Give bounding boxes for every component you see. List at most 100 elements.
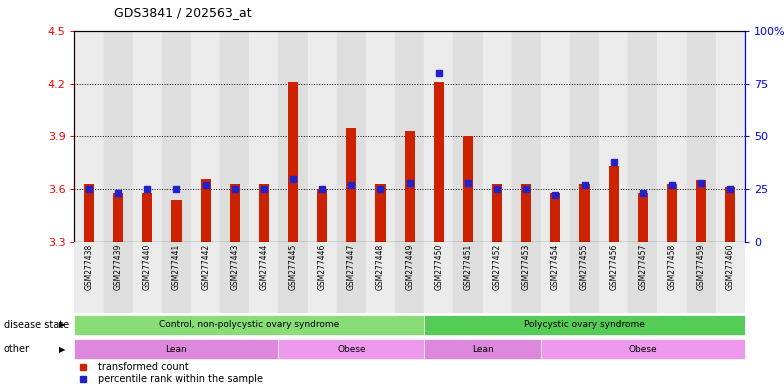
Text: GSM277444: GSM277444: [260, 244, 268, 290]
Bar: [132, 242, 162, 313]
Bar: [220, 242, 249, 313]
Bar: [220, 31, 249, 242]
Text: GSM277443: GSM277443: [230, 244, 239, 290]
Bar: [696, 180, 706, 242]
Text: GSM277456: GSM277456: [609, 244, 618, 290]
Text: GSM277440: GSM277440: [143, 244, 152, 290]
Bar: [512, 31, 541, 242]
Text: GSM277460: GSM277460: [726, 244, 735, 290]
Bar: [395, 31, 424, 242]
Bar: [162, 242, 191, 313]
Text: GSM277459: GSM277459: [696, 244, 706, 290]
Bar: [103, 242, 132, 313]
Bar: [307, 31, 337, 242]
Text: GSM277449: GSM277449: [405, 244, 414, 290]
Text: GSM277447: GSM277447: [347, 244, 356, 290]
Bar: [201, 179, 211, 242]
Text: GSM277446: GSM277446: [318, 244, 327, 290]
Bar: [424, 314, 745, 335]
Bar: [249, 31, 278, 242]
Bar: [687, 31, 716, 242]
Text: GSM277445: GSM277445: [289, 244, 298, 290]
Bar: [376, 184, 386, 242]
Bar: [395, 242, 424, 313]
Text: GSM277451: GSM277451: [463, 244, 473, 290]
Bar: [288, 82, 298, 242]
Bar: [191, 31, 220, 242]
Text: Obese: Obese: [337, 344, 365, 354]
Bar: [337, 242, 366, 313]
Bar: [716, 31, 745, 242]
Bar: [541, 339, 745, 359]
Bar: [337, 31, 366, 242]
Text: percentile rank within the sample: percentile rank within the sample: [98, 374, 263, 384]
Text: GSM277450: GSM277450: [434, 244, 443, 290]
Text: GDS3841 / 202563_at: GDS3841 / 202563_at: [114, 6, 252, 19]
Bar: [132, 31, 162, 242]
Text: GSM277457: GSM277457: [638, 244, 648, 290]
Bar: [599, 242, 628, 313]
Bar: [521, 184, 532, 242]
Bar: [512, 242, 541, 313]
Bar: [453, 242, 482, 313]
Bar: [463, 136, 473, 242]
Bar: [424, 242, 453, 313]
Bar: [550, 193, 561, 242]
Bar: [725, 187, 735, 242]
Text: Lean: Lean: [472, 344, 493, 354]
Bar: [278, 242, 307, 313]
Bar: [307, 242, 337, 313]
Bar: [657, 242, 687, 313]
Bar: [482, 31, 512, 242]
Bar: [541, 31, 570, 242]
Text: other: other: [4, 344, 30, 354]
Text: transformed count: transformed count: [98, 362, 189, 372]
Bar: [74, 314, 424, 335]
Bar: [637, 193, 648, 242]
Bar: [74, 31, 103, 242]
Bar: [657, 31, 687, 242]
Bar: [162, 31, 191, 242]
Bar: [249, 242, 278, 313]
Text: disease state: disease state: [4, 320, 69, 330]
Bar: [608, 166, 619, 242]
Bar: [579, 184, 590, 242]
Text: GSM277438: GSM277438: [85, 244, 93, 290]
Bar: [366, 31, 395, 242]
Bar: [317, 189, 327, 242]
Bar: [142, 193, 152, 242]
Bar: [259, 184, 269, 242]
Text: GSM277455: GSM277455: [580, 244, 589, 290]
Bar: [278, 31, 307, 242]
Bar: [687, 242, 716, 313]
Bar: [453, 31, 482, 242]
Bar: [628, 242, 657, 313]
Bar: [84, 184, 94, 242]
Text: ▶: ▶: [59, 320, 65, 329]
Text: GSM277458: GSM277458: [667, 244, 677, 290]
Bar: [628, 31, 657, 242]
Bar: [434, 82, 444, 242]
Bar: [103, 31, 132, 242]
Bar: [191, 242, 220, 313]
Bar: [113, 193, 123, 242]
Bar: [424, 31, 453, 242]
Bar: [541, 242, 570, 313]
Bar: [424, 339, 541, 359]
Text: GSM277454: GSM277454: [551, 244, 560, 290]
Bar: [570, 242, 599, 313]
Bar: [492, 184, 503, 242]
Bar: [405, 131, 415, 242]
Text: GSM277439: GSM277439: [114, 244, 123, 290]
Text: Obese: Obese: [629, 344, 657, 354]
Text: Lean: Lean: [165, 344, 187, 354]
Bar: [74, 339, 278, 359]
Bar: [172, 200, 182, 242]
Text: Control, non-polycystic ovary syndrome: Control, non-polycystic ovary syndrome: [159, 320, 339, 329]
Bar: [667, 184, 677, 242]
Text: GSM277442: GSM277442: [201, 244, 210, 290]
Bar: [482, 242, 512, 313]
Text: ▶: ▶: [59, 344, 65, 354]
Bar: [74, 242, 103, 313]
Bar: [278, 339, 424, 359]
